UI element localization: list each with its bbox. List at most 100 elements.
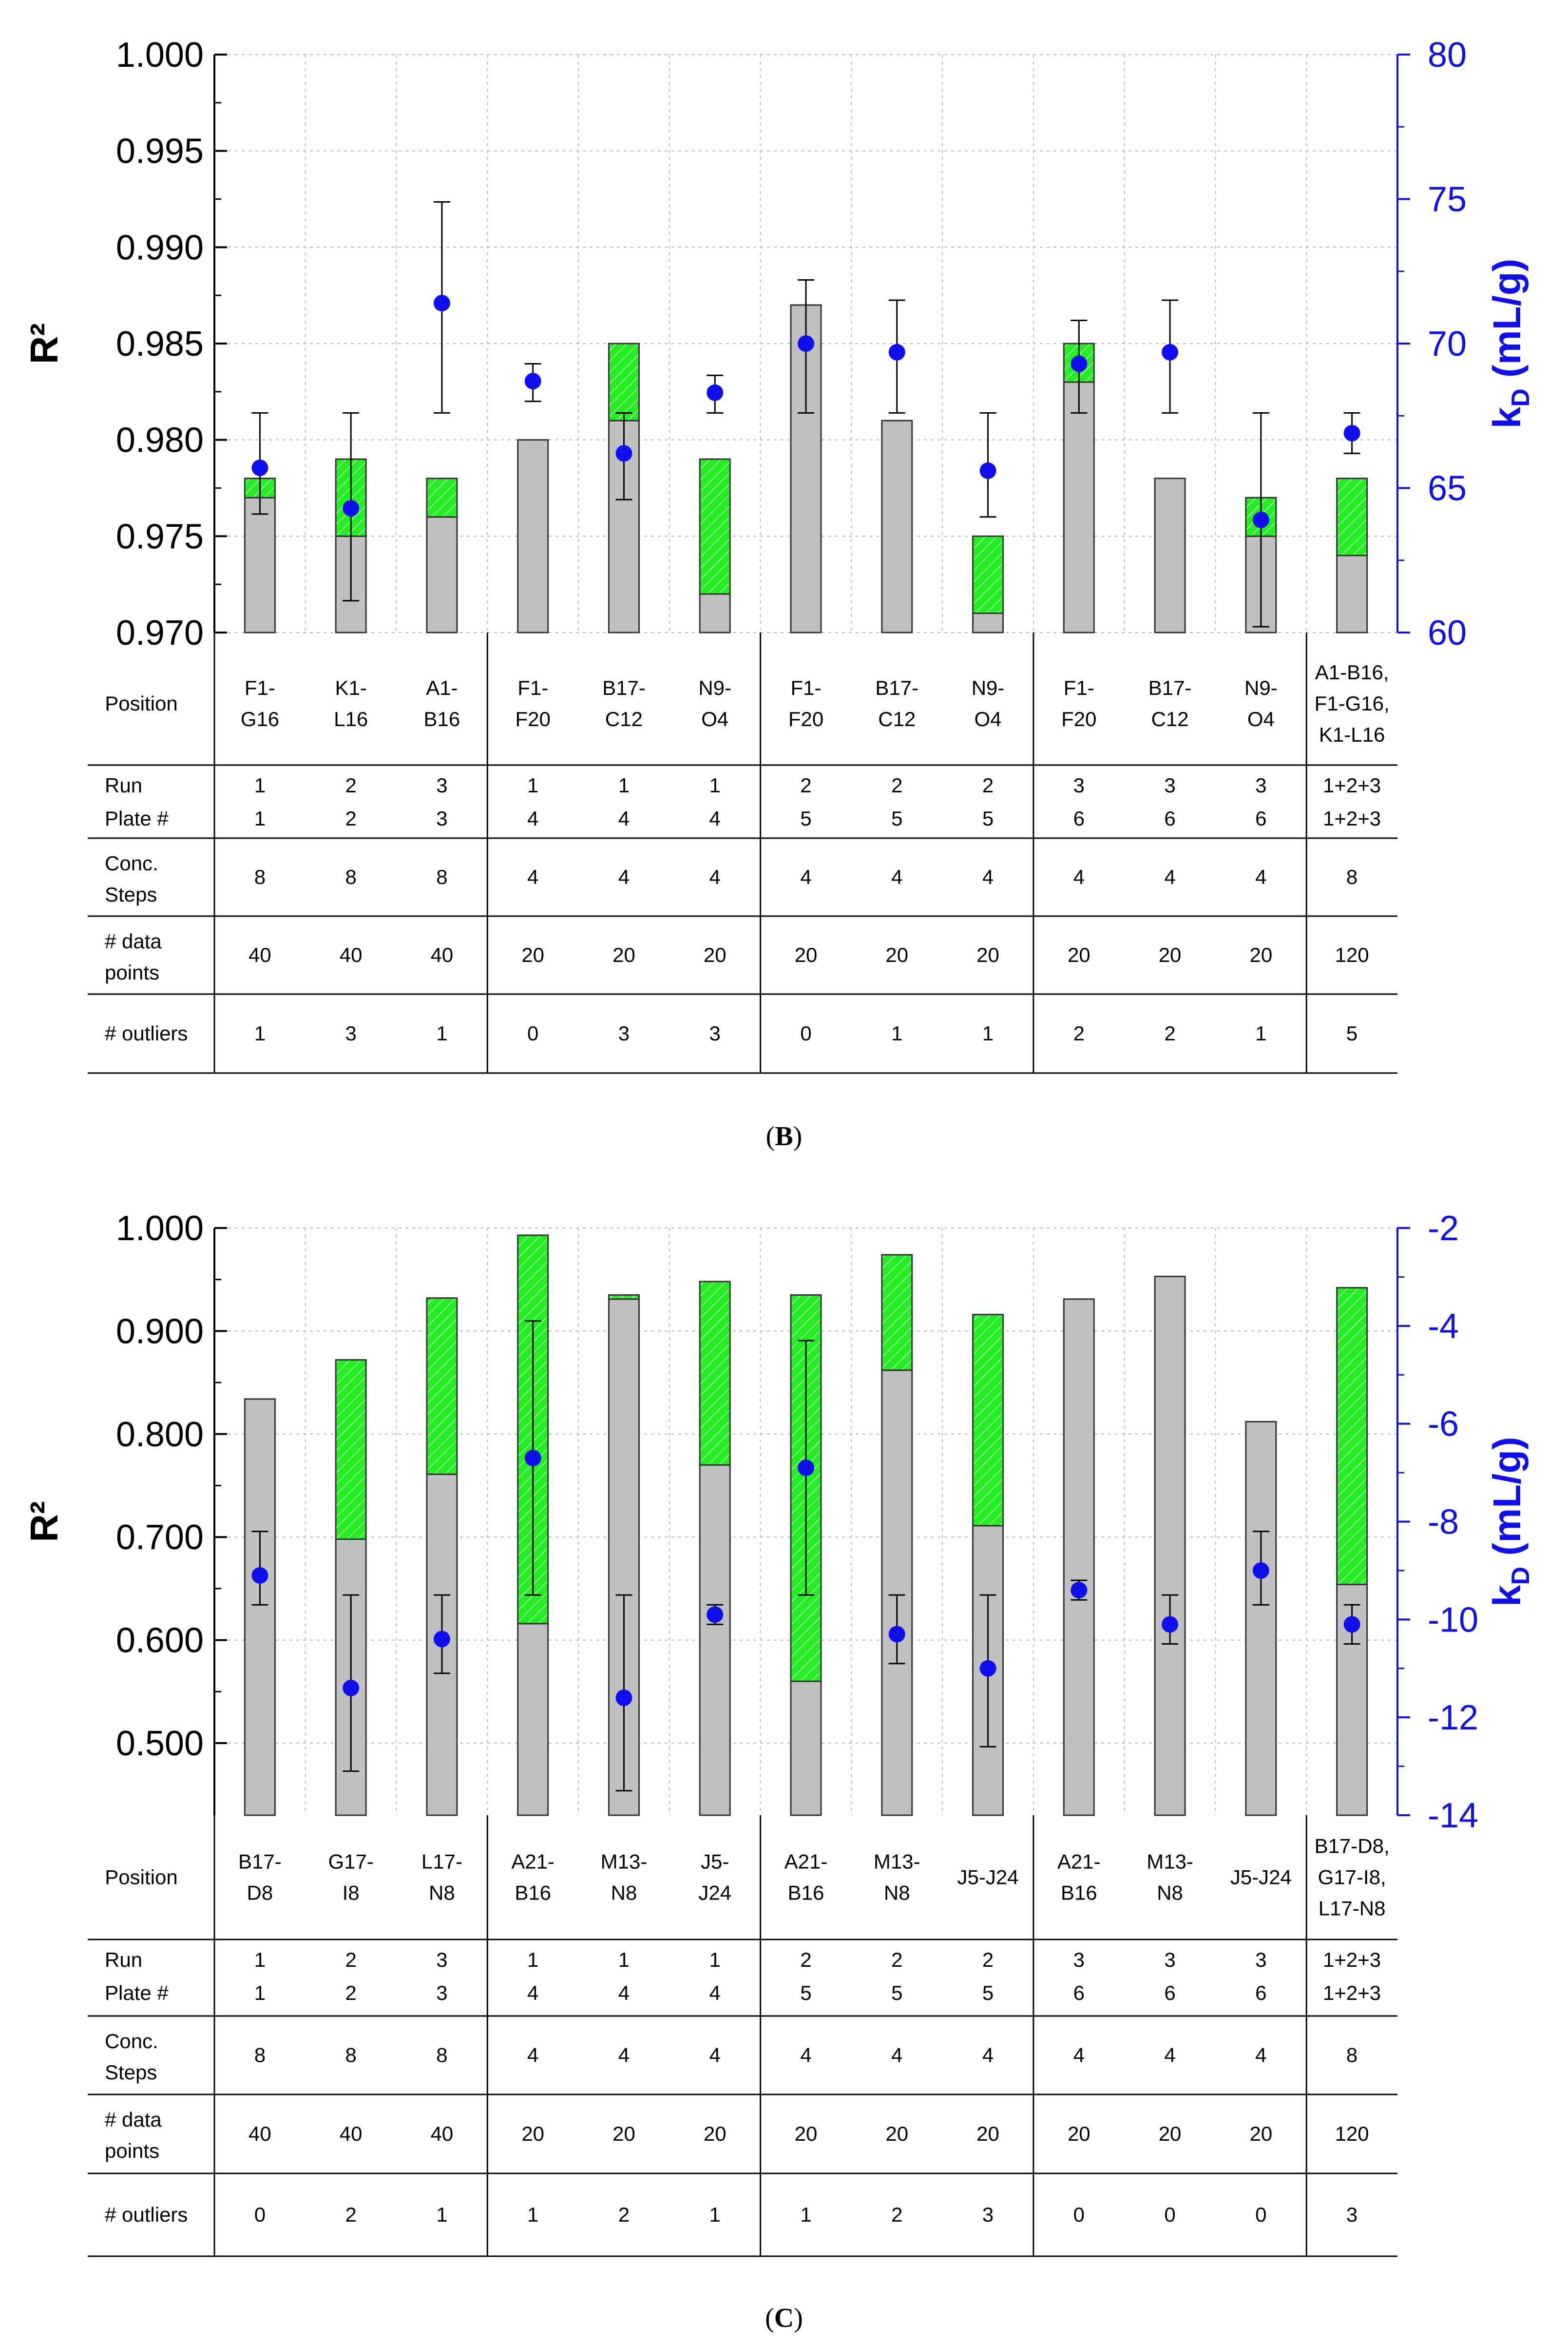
cell-run: 2 — [891, 1948, 902, 1971]
y-axis-title-left: R² — [22, 323, 66, 364]
bar-r2-increment — [699, 458, 731, 595]
y-tick-label-left: 0.975 — [116, 517, 204, 556]
panel-c: 1.000 0.900 0.800 0.700 0.600 0.500 -2 -4 -6 -8 -1… — [22, 1209, 1535, 2257]
cell-outliers: 0 — [1164, 2203, 1175, 2226]
cell-plate: 6 — [1073, 1981, 1085, 2004]
cell-plate: 2 — [345, 1981, 356, 2004]
cell-position: J5- — [701, 1850, 729, 1873]
cell-conc-steps: 4 — [800, 2044, 811, 2067]
cell-position: F20 — [516, 708, 551, 730]
kd-point — [1071, 1582, 1088, 1599]
bar-r2-with-outliers — [1063, 1298, 1095, 1816]
cell-conc-steps: 4 — [982, 2044, 994, 2067]
cell-conc-steps: 4 — [527, 865, 538, 888]
cell-data-points: 20 — [1249, 2122, 1272, 2145]
cell-plate: 5 — [800, 1981, 811, 2004]
kd-point — [433, 1631, 450, 1648]
cell-position: K1- — [335, 676, 366, 699]
cell-position: B17- — [602, 676, 646, 699]
cell-plate: 5 — [982, 1981, 994, 2004]
cell-plate: 6 — [1073, 807, 1085, 830]
cell-position: F1- — [1064, 676, 1094, 699]
row-label-data: # data — [105, 2108, 162, 2131]
cell-data-points: 20 — [704, 2122, 727, 2145]
bar-r2-increment — [1336, 478, 1368, 557]
cell-conc-steps: 4 — [527, 2044, 538, 2067]
cell-outliers: 1 — [800, 2203, 811, 2226]
cell-plate: 3 — [436, 1981, 447, 2004]
cell-outliers: 0 — [800, 1022, 811, 1045]
cell-outliers: 0 — [254, 2203, 266, 2226]
cell-run: 1+2+3 — [1323, 1948, 1381, 1971]
cell-outliers: 1 — [891, 1022, 902, 1045]
cell-plate: 6 — [1164, 1981, 1175, 2004]
bar-r2-increment — [426, 1297, 458, 1475]
cell-outliers: 3 — [1346, 2203, 1358, 2226]
bar-r2-with-outliers — [1063, 381, 1095, 633]
row-label-conc: Conc. — [105, 852, 158, 875]
cell-run: 1 — [527, 774, 538, 797]
y-tick-label-right: 70 — [1428, 325, 1467, 364]
cell-position: G16 — [241, 708, 279, 730]
cell-data-points: 40 — [431, 2122, 454, 2145]
row-label-plate: Plate # — [105, 1981, 169, 2004]
bar-r2-increment — [972, 1314, 1004, 1527]
cell-outliers: 5 — [1346, 1022, 1358, 1045]
kd-point — [433, 294, 450, 311]
cell-run: 3 — [1073, 1948, 1085, 1971]
cell-conc-steps: 4 — [1164, 865, 1175, 888]
cell-outliers: 1 — [527, 2203, 538, 2226]
y-axis-title-right-sub: D — [1507, 1567, 1535, 1585]
cell-outliers: 1 — [982, 1022, 994, 1045]
cell-plate: 2 — [345, 807, 356, 830]
cell-outliers: 3 — [618, 1022, 630, 1045]
row-label-points: points — [105, 961, 159, 984]
bar-r2-with-outliers — [244, 1398, 276, 1816]
row-label-outliers: # outliers — [105, 2203, 188, 2226]
kd-point — [251, 459, 268, 476]
y-axis-title-right-k: k — [1485, 1585, 1529, 1607]
kd-point — [343, 500, 360, 517]
cell-plate: 6 — [1164, 807, 1175, 830]
bar-r2-with-outliers — [699, 1464, 731, 1816]
cell-position: M13- — [1147, 1850, 1193, 1873]
cell-run: 1 — [618, 1948, 630, 1971]
cell-conc-steps: 8 — [345, 865, 356, 888]
cell-conc-steps: 8 — [436, 2044, 447, 2067]
cell-run: 1 — [527, 1948, 538, 1971]
cell-position: C12 — [878, 708, 916, 730]
cell-outliers: 2 — [891, 2203, 902, 2226]
cell-position: A1- — [426, 676, 458, 699]
bar-r2-with-outliers — [699, 593, 731, 633]
cell-data-points: 40 — [431, 943, 454, 966]
cell-outliers: 3 — [345, 1022, 356, 1045]
cell-data-points: 20 — [1068, 943, 1090, 966]
cell-conc-steps: 8 — [1346, 2044, 1358, 2067]
cell-position: D8 — [247, 1881, 273, 1904]
y-tick-label-right: -8 — [1428, 1503, 1459, 1542]
y-axis-title-right-sub: D — [1507, 388, 1535, 407]
kd-point — [1252, 511, 1269, 528]
row-label-plate: Plate # — [105, 807, 169, 830]
cell-run: 2 — [345, 774, 356, 797]
kd-point — [798, 1459, 814, 1477]
cell-outliers: 2 — [1073, 1022, 1085, 1045]
y-axis-title-left: R² — [22, 1501, 66, 1542]
cell-run: 3 — [1164, 774, 1175, 797]
bar-r2-increment — [335, 1359, 367, 1540]
kd-point — [251, 1567, 268, 1584]
row-label-run: Run — [105, 1948, 142, 1971]
cell-data-points: 20 — [1159, 943, 1182, 966]
cell-conc-steps: 4 — [618, 865, 630, 888]
y-tick-label-left: 1.000 — [116, 36, 204, 75]
bar-r2-increment — [972, 535, 1004, 614]
y-tick-label-left: 0.500 — [116, 1724, 204, 1763]
cell-outliers: 1 — [1255, 1022, 1266, 1045]
cell-position: L17-N8 — [1319, 1897, 1386, 1920]
cell-run: 1 — [254, 774, 266, 797]
cell-position: F20 — [788, 708, 823, 730]
cell-position: B16 — [788, 1881, 824, 1904]
cell-run: 1 — [618, 774, 630, 797]
y-tick-label-left: 0.990 — [116, 228, 204, 267]
cell-data-points: 40 — [340, 2122, 363, 2145]
